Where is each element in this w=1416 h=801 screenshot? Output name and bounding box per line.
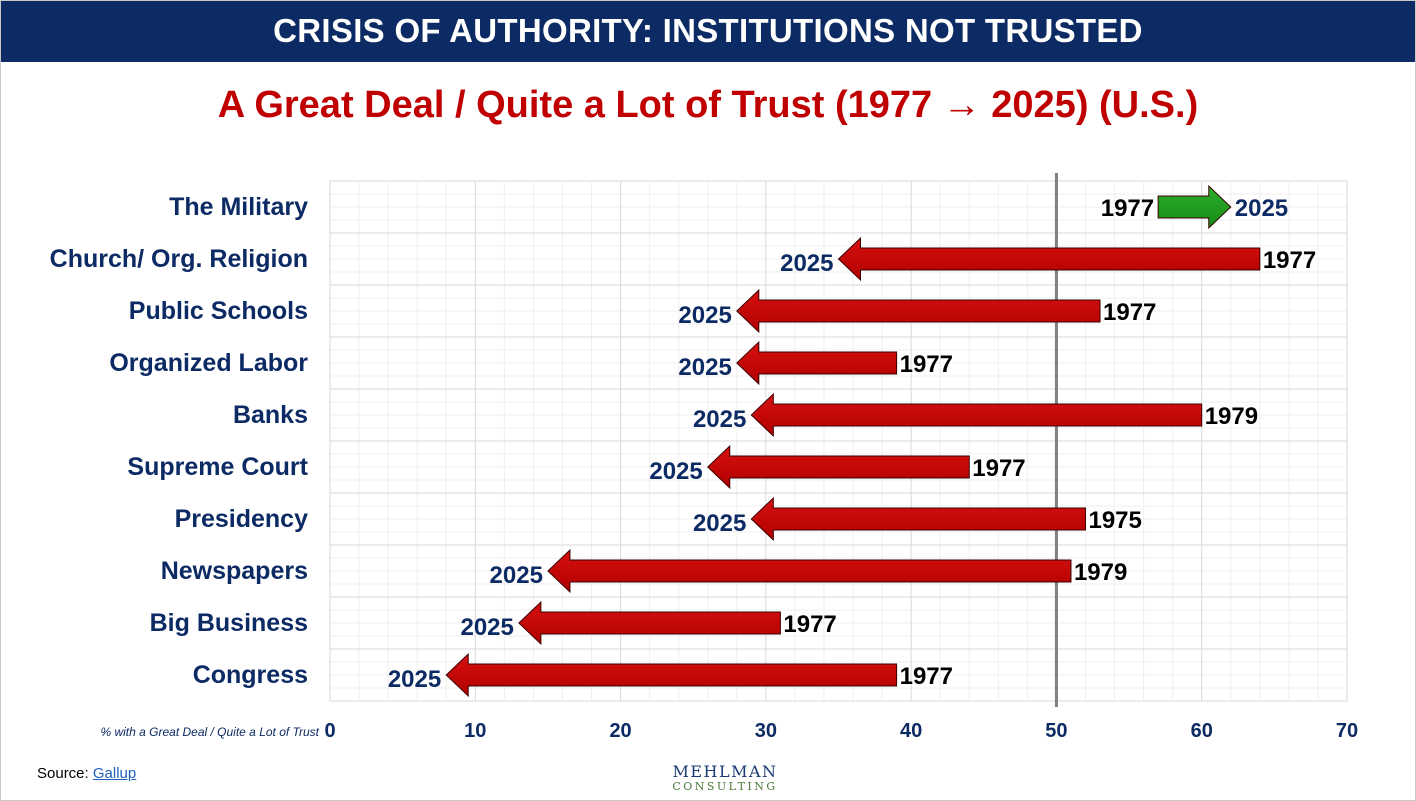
x-tick-label: 40	[900, 720, 922, 742]
category-label: Public Schools	[129, 297, 308, 325]
source-label: Source:	[37, 765, 89, 782]
start-year-label: 1979	[1074, 559, 1127, 586]
category-label: Newspapers	[161, 557, 308, 585]
start-year-label: 1977	[900, 663, 953, 690]
end-year-label: 2025	[693, 510, 746, 537]
end-year-label: 2025	[490, 562, 543, 589]
category-label: Supreme Court	[127, 453, 308, 481]
start-year-label: 1977	[1101, 195, 1154, 222]
x-tick-label: 20	[609, 720, 631, 742]
category-label: Big Business	[150, 609, 308, 637]
decline-arrow	[518, 600, 781, 646]
decline-arrow	[750, 496, 1086, 542]
category-label: Church/ Org. Religion	[50, 245, 308, 273]
decline-arrow	[445, 652, 898, 698]
category-label: Organized Labor	[109, 349, 308, 377]
start-year-label: 1979	[1205, 403, 1258, 430]
banner-title: CRISIS OF AUTHORITY: INSTITUTIONS NOT TR…	[273, 12, 1143, 49]
source-note: Source: Gallup	[37, 765, 136, 782]
increase-arrow	[1157, 184, 1232, 230]
decline-arrow	[837, 236, 1261, 282]
x-tick-label: 50	[1045, 720, 1067, 742]
labels: 0 10 20 30 40 50 60 70 % with a Great Deal / Qui…	[50, 193, 1358, 742]
end-year-label: 2025	[460, 614, 513, 641]
start-year-label: 1977	[900, 351, 953, 378]
end-year-label: 2025	[678, 302, 731, 329]
decline-arrow	[750, 392, 1203, 438]
category-label: The Military	[169, 193, 308, 221]
start-year-label: 1977	[1103, 299, 1156, 326]
logo-name: MEHLMAN	[672, 762, 778, 781]
start-year-label: 1977	[1263, 247, 1316, 274]
end-year-label: 2025	[780, 250, 833, 277]
x-axis-label: % with a Great Deal / Quite a Lot of Tru…	[100, 725, 319, 739]
header-banner: CRISIS OF AUTHORITY: INSTITUTIONS NOT TR…	[0, 0, 1416, 62]
end-year-label: 2025	[1235, 195, 1288, 222]
company-logo: MEHLMAN CONSULTING	[660, 763, 790, 793]
decline-arrow	[736, 340, 898, 386]
x-tick-label: 60	[1191, 720, 1213, 742]
end-year-label: 2025	[649, 458, 702, 485]
x-tick-label: 70	[1336, 720, 1358, 742]
x-tick-label: 0	[324, 720, 335, 742]
arrows	[445, 184, 1261, 698]
decline-arrow	[547, 548, 1072, 594]
logo-sub: CONSULTING	[672, 780, 778, 793]
start-year-label: 1977	[783, 611, 836, 638]
category-label: Congress	[193, 661, 308, 689]
category-label: Presidency	[175, 505, 309, 533]
category-label: Banks	[233, 401, 308, 429]
x-tick-label: 30	[755, 720, 777, 742]
start-year-label: 1975	[1088, 507, 1141, 534]
end-year-label: 2025	[693, 406, 746, 433]
decline-arrow	[736, 288, 1101, 334]
start-year-label: 1977	[972, 455, 1025, 482]
end-year-label: 2025	[678, 354, 731, 381]
chart-title: A Great Deal / Quite a Lot of Trust (197…	[217, 84, 1199, 126]
end-year-label: 2025	[388, 666, 441, 693]
decline-arrow	[707, 444, 970, 490]
x-tick-label: 10	[464, 720, 486, 742]
source-link[interactable]: Gallup	[92, 765, 137, 782]
